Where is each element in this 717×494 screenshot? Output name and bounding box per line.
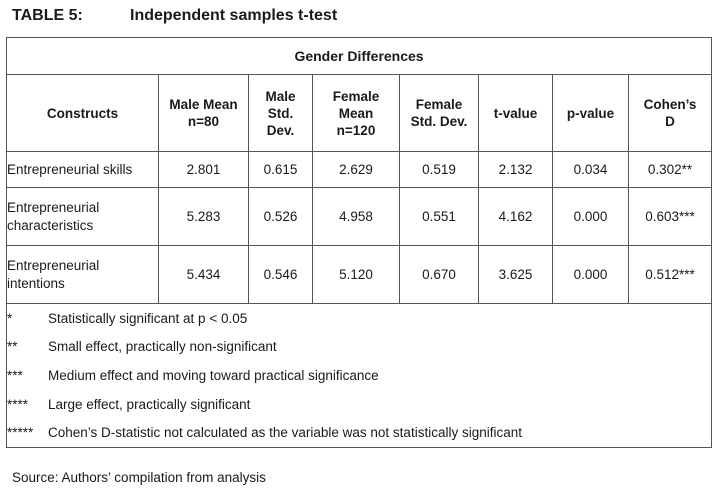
value-cell: 3.625: [478, 245, 553, 304]
t-test-table: Gender Differences Constructs Male Mean n=…: [5, 37, 713, 448]
construct-cell: Entrepreneurial characteristics: [6, 187, 159, 246]
table-title: Independent samples t-test: [130, 7, 338, 24]
value-cell: 2.629: [312, 151, 400, 188]
value-cell: 0.615: [248, 151, 313, 188]
value-cell: 0.551: [399, 187, 479, 246]
source-note: Source: Authors’ compilation from analys…: [12, 470, 266, 485]
value-cell: 5.434: [158, 245, 249, 304]
notes-row: * Statistically significant at p < 0.05 **…: [5, 303, 713, 448]
table-row: Entrepreneurial characteristics 5.283 0.526…: [6, 187, 713, 246]
column-header: t-value: [478, 74, 553, 152]
column-header-row: Constructs Male Mean n=80 Male Std. Dev. Femal…: [6, 74, 713, 152]
value-cell: 0.000: [552, 187, 629, 246]
table-row: Entrepreneurial intentions 5.434 0.546 5.120…: [6, 245, 713, 304]
footnote-text: Cohen’s D-statistic not calculated as th…: [48, 425, 522, 441]
column-header: p-value: [552, 74, 629, 152]
value-cell: 0.512***: [627, 245, 713, 304]
footnote: ** Small effect, practically non-signific…: [7, 333, 711, 362]
value-cell: 2.132: [478, 151, 553, 188]
value-cell: 0.000: [552, 245, 629, 304]
value-cell: 2.801: [158, 151, 249, 188]
value-cell: 4.958: [312, 187, 400, 246]
footnote: *** Medium effect and moving toward pract…: [7, 361, 711, 390]
value-cell: 0.034: [552, 151, 629, 188]
footnote: ***** Cohen’s D-statistic not calculated …: [7, 418, 711, 447]
column-header: Female Mean n=120: [312, 74, 400, 152]
value-cell: 0.302**: [627, 151, 713, 188]
footnote: **** Large effect, practically significan…: [7, 390, 711, 419]
column-header: Male Std. Dev.: [248, 74, 313, 152]
footnote: * Statistically significant at p < 0.05: [7, 304, 711, 333]
group-header: Gender Differences: [5, 37, 713, 75]
table-caption: TABLE 5: Independent samples t-test: [12, 7, 337, 25]
footnote-text: Small effect, practically non-significan…: [48, 339, 277, 355]
footnote-mark: ***: [7, 367, 23, 383]
footnote-mark: **: [7, 339, 18, 355]
footnote-mark: ****: [7, 396, 29, 412]
column-header: Cohen’s D: [627, 74, 713, 152]
group-header-row: Gender Differences: [5, 37, 713, 75]
value-cell: 0.546: [248, 245, 313, 304]
value-cell: 0.519: [399, 151, 479, 188]
value-cell: 0.526: [248, 187, 313, 246]
column-header: Female Std. Dev.: [399, 74, 479, 152]
value-cell: 4.162: [478, 187, 553, 246]
footnote-mark: *****: [7, 425, 34, 441]
footnote-text: Large effect, practically significant: [48, 396, 251, 412]
value-cell: 0.603***: [627, 187, 713, 246]
footnote-mark: *: [7, 310, 13, 326]
column-header: Constructs: [6, 74, 159, 152]
table-number: TABLE 5:: [12, 7, 83, 24]
value-cell: 5.283: [158, 187, 249, 246]
value-cell: 5.120: [312, 245, 400, 304]
construct-cell: Entrepreneurial skills: [6, 151, 159, 188]
footnote-text: Statistically significant at p < 0.05: [48, 310, 248, 326]
value-cell: 0.670: [399, 245, 479, 304]
table-row: Entrepreneurial skills 2.801 0.615 2.629 0.5…: [6, 151, 713, 188]
notes-cell: * Statistically significant at p < 0.05 **…: [5, 303, 713, 448]
construct-cell: Entrepreneurial intentions: [6, 245, 159, 304]
footnote-text: Medium effect and moving toward practica…: [48, 367, 379, 383]
column-header: Male Mean n=80: [158, 74, 249, 152]
